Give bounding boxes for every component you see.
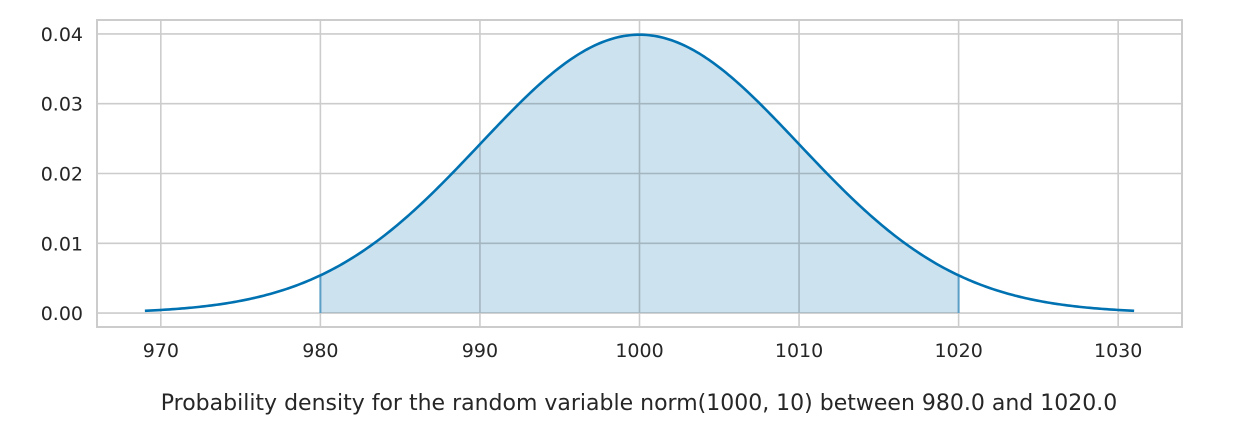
x-tick-label: 1030: [1094, 340, 1142, 362]
x-tick-label: 990: [462, 340, 498, 362]
y-tick-label: 0.04: [41, 24, 83, 46]
y-tick-label: 0.03: [41, 94, 83, 116]
x-tick-label: 1010: [775, 340, 823, 362]
x-tick-labels: 970 980 990 1000 1010 1020 1030: [143, 340, 1143, 362]
x-tick-label: 970: [143, 340, 179, 362]
x-tick-label: 1000: [615, 340, 663, 362]
y-tick-label: 0.02: [41, 164, 83, 186]
density-curve: [144, 33, 1135, 313]
shaded-area: [320, 34, 959, 314]
y-tick-label: 0.00: [41, 303, 83, 325]
plot-frame: [96, 19, 1183, 328]
x-axis-label: Probability density for the random varia…: [161, 391, 1117, 416]
y-tick-label: 0.01: [41, 233, 83, 255]
x-tick-label: 980: [302, 340, 338, 362]
x-tick-label: 1020: [934, 340, 982, 362]
y-tick-labels: 0.00 0.01 0.02 0.03 0.04: [41, 24, 83, 325]
